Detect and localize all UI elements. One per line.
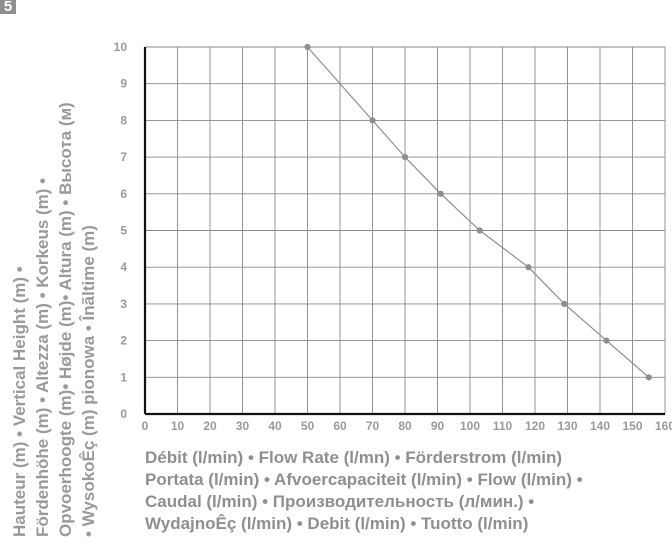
y-axis-title-line: Opvoerhoogte (m)• Højde (m)• Altura (m) …	[56, 102, 75, 537]
y-tick-label: 5	[120, 224, 127, 238]
y-tick-label: 3	[120, 297, 127, 311]
y-tick-label: 0	[120, 407, 127, 421]
x-tick-label: 90	[431, 419, 445, 433]
x-tick-label: 120	[525, 419, 545, 433]
x-tick-label: 110	[493, 419, 513, 433]
tick-labels: 0 10 20 30 40 50 60 70 80 90 100 110 120 130 140 150 160…	[114, 40, 672, 433]
series-line	[307, 46, 650, 378]
y-axis-title-line: Fördenhöhe (m) • Altezza (m) • Korkeus (…	[33, 178, 52, 537]
x-tick-label: 0	[142, 419, 149, 433]
y-tick-label: 1	[120, 370, 127, 384]
data-point	[401, 154, 409, 161]
y-axis-title-line: Hauteur (m) • Vertical Height (m) •	[10, 266, 29, 537]
y-tick-label: 10	[114, 40, 128, 54]
chart-axes	[143, 47, 665, 416]
chart-grid	[145, 46, 666, 414]
x-axis-title-line: WydajnoÊç (l/min) • Debit (l/min) • Tuot…	[145, 514, 529, 533]
data-point	[561, 300, 568, 307]
x-tick-label: 130	[557, 419, 577, 433]
y-tick-label: 4	[120, 260, 127, 274]
x-tick-label: 30	[236, 419, 250, 433]
data-point	[369, 117, 376, 124]
x-tick-label: 100	[460, 419, 480, 433]
x-tick-label: 20	[203, 419, 217, 433]
data-point	[525, 264, 532, 271]
x-tick-label: 160	[655, 419, 672, 433]
x-axis-title: Débit (l/min) • Flow Rate (l/mn) • Förde…	[145, 447, 665, 535]
data-point	[645, 374, 652, 381]
x-axis-title-line: Portata (l/min) • Afvoercapaciteit (l/mi…	[145, 470, 583, 489]
y-tick-label: 2	[120, 334, 127, 348]
x-tick-label: 50	[301, 419, 315, 433]
data-point	[304, 43, 311, 51]
y-axis-title: Hauteur (m) • Vertical Height (m) • Förde…	[10, 102, 98, 537]
x-tick-label: 60	[333, 419, 347, 433]
y-axis-title-line: • WysokoÊç (m) pionowa • Înãltime (m)	[79, 225, 98, 537]
x-tick-label: 70	[366, 419, 380, 433]
x-tick-label: 150	[622, 419, 642, 433]
y-tick-label: 7	[120, 150, 127, 164]
y-tick-label: 6	[120, 187, 127, 201]
data-point	[603, 337, 610, 344]
y-tick-label: 8	[120, 113, 127, 127]
x-axis-title-line: Caudal (l/min) • Производительность (л/м…	[145, 492, 535, 511]
x-tick-label: 10	[171, 419, 185, 433]
x-tick-label: 80	[398, 419, 412, 433]
data-point	[437, 190, 444, 197]
y-tick-label: 9	[120, 77, 127, 91]
x-axis-title-line: Débit (l/min) • Flow Rate (l/mn) • Förde…	[145, 448, 563, 467]
chart-series	[304, 43, 652, 381]
data-point	[476, 227, 483, 234]
section-number-badge: 5	[0, 0, 16, 14]
x-tick-label: 140	[590, 419, 610, 433]
x-tick-label: 40	[268, 419, 282, 433]
